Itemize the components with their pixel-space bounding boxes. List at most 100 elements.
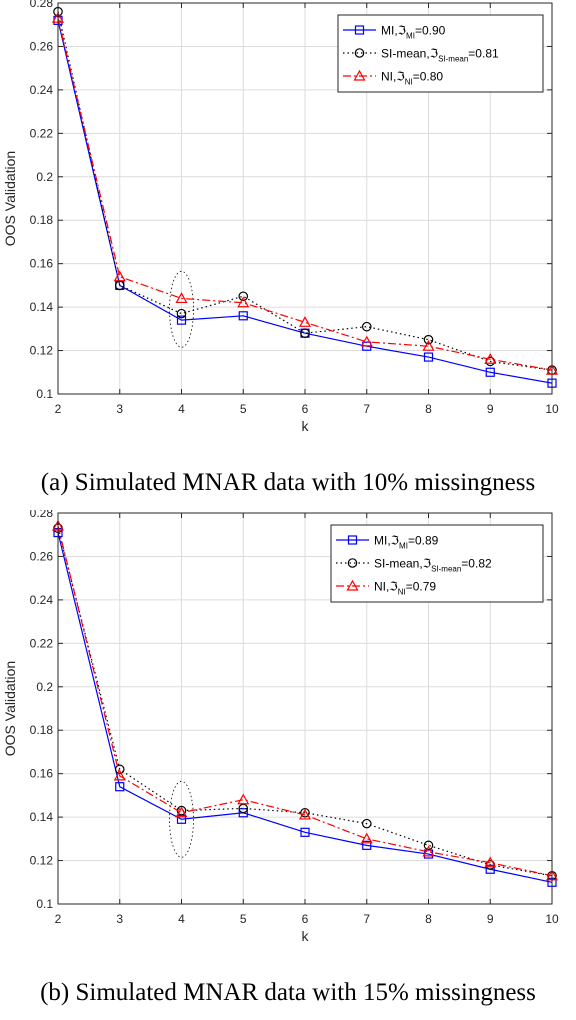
data-point-ni <box>175 806 188 818</box>
legend-label-si-mean: SI-mean,ℑSI-mean=0.82 <box>374 557 492 574</box>
data-point-ni <box>484 353 497 364</box>
data-point-si-mean <box>114 764 125 775</box>
x-tick-label: 9 <box>487 912 494 926</box>
data-point-si-mean <box>238 291 249 302</box>
data-point-ni <box>298 808 312 820</box>
legend-box <box>330 524 544 603</box>
x-tick-label: 6 <box>302 402 309 416</box>
data-point-ni <box>484 856 497 868</box>
data-point-mi <box>485 367 495 377</box>
legend-label-ni: NI,ℑNI=0.80 <box>381 70 443 87</box>
y-tick-label: 0.26 <box>30 549 54 563</box>
series-line-mi <box>57 20 553 384</box>
y-tick-label: 0.18 <box>30 723 54 737</box>
legend-marker-si-mean <box>354 48 365 58</box>
data-point-mi <box>238 311 248 321</box>
data-point-mi <box>300 827 310 837</box>
y-axis-label: OOS Validation <box>2 151 18 246</box>
highlight-ellipse <box>169 780 194 858</box>
x-tick-label: 6 <box>302 912 309 926</box>
series-line-mi <box>57 532 553 883</box>
legend-marker-si-mean <box>347 558 358 568</box>
series-line-ni <box>57 525 553 877</box>
data-point-mi <box>176 315 187 325</box>
data-point-ni <box>237 296 250 308</box>
chart-panel-b: 0.1 0.12 0.14 0.16 0.18 0.2 0.22 0.24 0.26 0.28 2 3… <box>2 510 559 1006</box>
data-point-si-mean <box>300 807 310 818</box>
data-point-mi <box>115 782 125 792</box>
series-line-si-mean <box>57 528 553 877</box>
legend-label-mi: MI,ℑMI=0.90 <box>381 24 446 41</box>
y-tick-label: 0.22 <box>30 636 54 650</box>
y-tick-label: 0.14 <box>30 300 54 314</box>
x-axis-label: k <box>302 418 310 434</box>
data-point-ni <box>422 339 435 351</box>
y-tick-label: 0.22 <box>30 126 54 140</box>
figure-caption: (a) Simulated MNAR data with 10% missing… <box>41 469 535 496</box>
y-tick-label: 0.12 <box>30 854 54 868</box>
data-point-ni <box>113 769 126 781</box>
legend-label-ni: NI,ℑNI=0.79 <box>374 580 436 597</box>
data-point-ni <box>175 292 188 304</box>
y-tick-label: 0.16 <box>30 257 54 271</box>
series-line-ni <box>57 18 553 371</box>
data-point-si-mean <box>176 308 187 319</box>
x-tick-label: 2 <box>55 912 62 926</box>
y-tick-label: 0.2 <box>36 170 53 184</box>
y-tick-label: 0.16 <box>30 767 54 781</box>
y-tick-label: 0.24 <box>30 83 54 97</box>
data-point-si-mean <box>300 328 310 338</box>
chart-panel-a: 0.1 0.12 0.14 0.16 0.18 0.2 0.22 0.24 0.26 0.28 2 3… <box>2 0 559 496</box>
y-tick-label: 0.14 <box>30 810 54 824</box>
data-point-si-mean <box>361 818 372 829</box>
y-tick-label: 0.18 <box>30 213 54 227</box>
y-tick-label: 0.2 <box>36 680 53 694</box>
data-point-ni <box>298 316 312 327</box>
x-axis-label: k <box>302 928 310 944</box>
data-point-si-mean <box>423 840 434 851</box>
data-point-si-mean <box>423 334 434 345</box>
data-point-ni <box>422 845 435 857</box>
legend: MI,ℑMI=0.90 SI-mean,ℑSI-mean=0.81 NI,ℑNI=0… <box>337 14 544 93</box>
x-tick-label: 5 <box>240 912 247 926</box>
x-tick-label: 4 <box>178 402 185 416</box>
y-tick-label: 0.1 <box>36 387 53 401</box>
data-point-mi <box>423 352 434 362</box>
legend-marker-ni <box>353 69 366 81</box>
y-tick-label: 0.1 <box>36 897 53 911</box>
x-tick-label: 10 <box>545 912 559 926</box>
x-tick-label: 4 <box>178 912 185 926</box>
x-tick-label: 7 <box>363 912 370 926</box>
legend-label-si-mean: SI-mean,ℑSI-mean=0.81 <box>381 47 499 64</box>
y-axis-label: OOS Validation <box>2 661 18 756</box>
y-tick-label: 0.26 <box>30 39 54 53</box>
legend-marker-mi <box>354 25 365 35</box>
data-point-ni <box>360 335 373 347</box>
x-tick-label: 7 <box>363 402 370 416</box>
data-point-mi <box>362 840 372 850</box>
x-tick-label: 3 <box>116 912 123 926</box>
x-tick-label: 8 <box>425 912 432 926</box>
legend-marker-ni <box>346 579 359 591</box>
x-tick-label: 10 <box>545 402 559 416</box>
data-point-ni <box>360 832 373 844</box>
highlight-ellipse <box>169 270 194 348</box>
figure-caption: (b) Simulated MNAR data with 15% missing… <box>40 979 536 1006</box>
y-tick-label: 0.28 <box>30 0 54 10</box>
data-point-si-mean <box>361 321 372 332</box>
y-tick-label: 0.28 <box>30 510 54 520</box>
y-tick-label: 0.12 <box>30 344 54 358</box>
x-tick-label: 9 <box>487 402 494 416</box>
data-point-ni <box>113 270 126 282</box>
data-point-mi <box>238 808 248 818</box>
x-tick-label: 5 <box>240 402 247 416</box>
x-tick-label: 3 <box>116 402 123 416</box>
y-tick-label: 0.24 <box>30 593 54 607</box>
x-tick-label: 2 <box>55 402 62 416</box>
legend-box <box>337 14 544 93</box>
legend-label-mi: MI,ℑMI=0.89 <box>374 534 439 551</box>
data-point-ni <box>237 793 250 805</box>
series-line-si-mean <box>57 11 553 371</box>
x-tick-label: 8 <box>425 402 432 416</box>
